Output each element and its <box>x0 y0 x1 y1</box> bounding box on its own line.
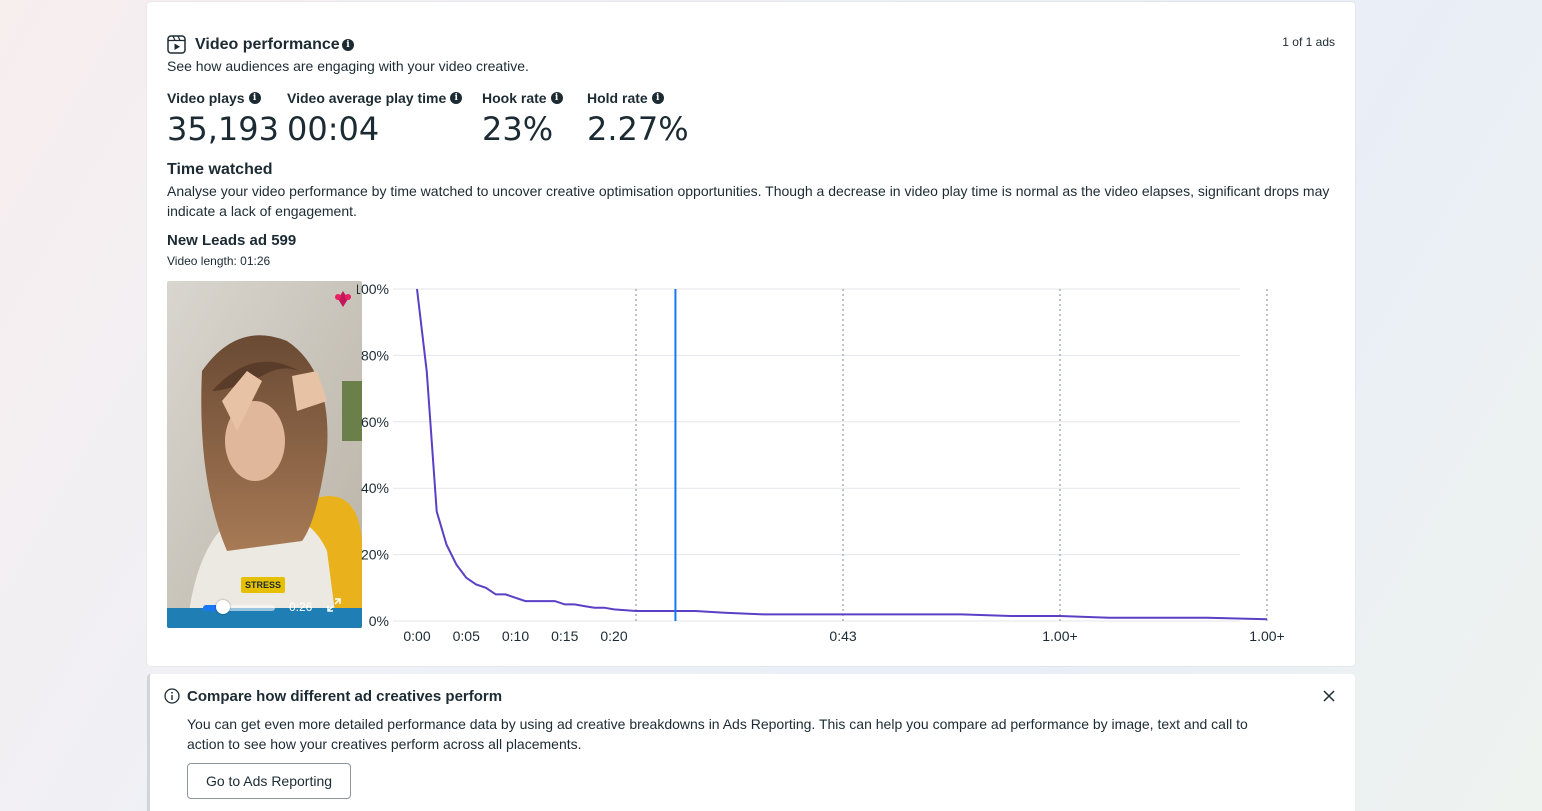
metric-label: Video average play time <box>287 90 447 106</box>
info-circle-icon <box>164 688 180 709</box>
video-current-time: 0:26 <box>289 600 313 614</box>
section-subtitle: See how audiences are engaging with your… <box>167 58 529 74</box>
x-tick-label: 1.00+ <box>1249 628 1284 644</box>
metric-value: 23% <box>482 110 554 148</box>
metric-value: 2.27% <box>587 110 689 148</box>
fullscreen-icon[interactable] <box>327 598 341 617</box>
metric-hook-rate: Hook rate i 23% <box>482 90 563 148</box>
metric-label: Hook rate <box>482 90 547 106</box>
video-icon <box>167 35 186 59</box>
metric-label: Hold rate <box>587 90 648 106</box>
ad-name: New Leads ad 599 <box>167 232 297 249</box>
x-tick-label: 1.00+ <box>1042 628 1077 644</box>
metric-average-play-time: Video average play time i 00:04 <box>287 90 463 148</box>
metric-value: 00:04 <box>287 110 380 148</box>
x-tick-label: 0:20 <box>600 628 627 644</box>
info-icon[interactable]: i <box>651 92 664 104</box>
close-icon[interactable] <box>1323 689 1335 707</box>
video-length: Video length: 01:26 <box>167 254 271 268</box>
y-tick-label: 60% <box>361 414 389 430</box>
time-watched-description: Analyse your video performance by time w… <box>167 183 1330 219</box>
time-watched-chart: 0% 20% 40% 60% 80% 100% 0:00 0:05 0:10 0:15 0:20 0:… <box>357 281 1285 644</box>
video-performance-card: Video performance i See how audiences ar… <box>147 2 1355 666</box>
y-tick-label: 40% <box>361 480 389 496</box>
y-tick-label: 20% <box>361 547 389 563</box>
video-thumbnail <box>167 281 362 628</box>
compare-banner-body: You can get even more detailed performan… <box>187 716 1248 752</box>
time-watched-heading: Time watched <box>167 161 273 178</box>
video-caption-badge: STRESS <box>241 577 286 593</box>
x-tick-label: 0:05 <box>453 628 480 644</box>
video-progress-track[interactable] <box>203 605 275 611</box>
info-icon[interactable]: i <box>550 92 563 104</box>
ads-pagination: 1 of 1 ads <box>1282 35 1335 49</box>
metric-video-plays: Video plays i 35,193 <box>167 90 279 148</box>
video-progress-fill <box>203 605 225 611</box>
retention-line <box>416 288 1268 621</box>
x-tick-label: 0:10 <box>502 628 529 644</box>
video-player[interactable]: STRESS 0:26 <box>167 281 362 628</box>
compare-banner: Compare how different ad creatives perfo… <box>147 674 1355 811</box>
info-icon[interactable]: i <box>342 39 354 51</box>
x-tick-label: 0:43 <box>829 628 856 644</box>
section-title: Video performance <box>195 36 340 53</box>
compare-banner-title: Compare how different ad creatives perfo… <box>187 688 503 705</box>
x-tick-label: 0:15 <box>551 628 578 644</box>
y-tick-label: 0% <box>369 613 389 629</box>
go-to-ads-reporting-button[interactable]: Go to Ads Reporting <box>187 763 351 799</box>
metric-label: Video plays <box>167 90 245 106</box>
info-icon[interactable]: i <box>450 92 463 104</box>
y-tick-label: 80% <box>361 347 389 363</box>
y-tick-label: 100% <box>357 281 389 297</box>
info-icon[interactable]: i <box>248 92 261 104</box>
x-tick-label: 0:00 <box>403 628 430 644</box>
metric-value: 35,193 <box>167 110 279 148</box>
video-scrubber-handle[interactable] <box>216 600 230 614</box>
metric-hold-rate: Hold rate i 2.27% <box>587 90 689 148</box>
